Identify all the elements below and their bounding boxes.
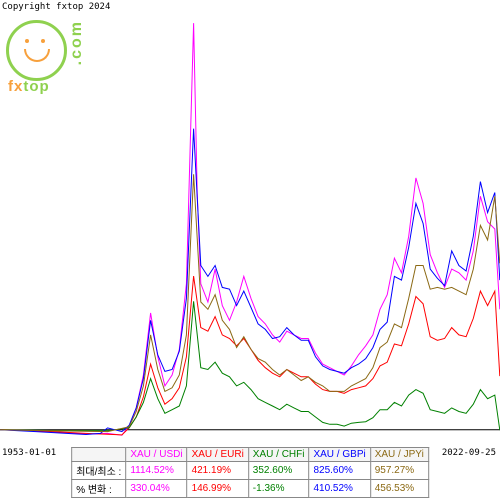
table-cell: 456.53% xyxy=(370,480,428,498)
table-corner xyxy=(72,448,126,462)
table-cell: 1114.52% xyxy=(126,462,187,480)
table-header: XAU / GBPi xyxy=(309,448,370,462)
x-axis-start-label: 1953-01-01 xyxy=(2,448,56,458)
table-header: XAU / JPYi xyxy=(370,448,428,462)
table-header: XAU / EURi xyxy=(187,448,248,462)
table-header: XAU / CHFi xyxy=(248,448,309,462)
row-label: 최대/최소 : xyxy=(72,462,126,480)
x-axis-end-label: 2022-09-25 xyxy=(442,448,496,458)
summary-table: XAU / USDiXAU / EURiXAU / CHFiXAU / GBPi… xyxy=(71,447,429,498)
table-cell: -1.36% xyxy=(248,480,309,498)
table-cell: 352.60% xyxy=(248,462,309,480)
table-cell: 825.60% xyxy=(309,462,370,480)
table-header: XAU / USDi xyxy=(126,448,187,462)
table-cell: 421.19% xyxy=(187,462,248,480)
line-chart xyxy=(0,10,500,448)
table-cell: 330.04% xyxy=(126,480,187,498)
table-cell: 146.99% xyxy=(187,480,248,498)
table-cell: 410.52% xyxy=(309,480,370,498)
table-cell: 957.27% xyxy=(370,462,428,480)
row-label: % 변화 : xyxy=(72,480,126,498)
